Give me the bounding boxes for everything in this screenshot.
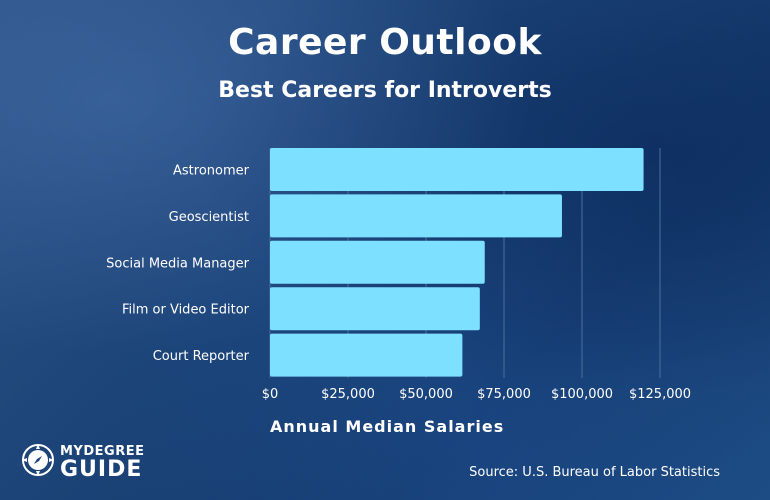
x-tick-label: $125,000 [629, 387, 691, 402]
x-axis-label: Annual Median Salaries [270, 417, 505, 436]
category-label: Film or Video Editor [122, 303, 250, 318]
logo-text-top: MYDEGREE [60, 444, 145, 459]
x-tick-label: $100,000 [551, 387, 613, 402]
category-label: Geoscientist [169, 210, 249, 225]
chart-title: Career Outlook [228, 22, 542, 63]
x-tick-label: $50,000 [399, 387, 453, 402]
x-tick-label: $75,000 [477, 387, 531, 402]
category-labels: Astronomer Geoscientist Social Media Manag… [106, 164, 249, 365]
bar [270, 148, 644, 191]
logo-text-bottom: GUIDE [60, 457, 143, 482]
bar [270, 194, 562, 238]
x-tick-labels: $0 $25,000 $50,000 $75,000 $100,000 $125,000 [262, 387, 691, 402]
compass-icon [22, 444, 54, 476]
category-label: Astronomer [173, 164, 250, 179]
x-tick-label: $0 [262, 387, 279, 402]
bar [270, 240, 485, 284]
category-label: Court Reporter [153, 349, 250, 364]
mydegreeguide-logo: MYDEGREE GUIDE [20, 440, 150, 484]
chart-subtitle: Best Careers for Introverts [218, 78, 552, 103]
bar [270, 287, 480, 331]
source-note: Source: U.S. Bureau of Labor Statistics [469, 465, 720, 480]
x-tick-label: $25,000 [321, 387, 375, 402]
bar [270, 333, 463, 377]
category-label: Social Media Manager [106, 256, 249, 271]
chart-bars [270, 148, 644, 377]
